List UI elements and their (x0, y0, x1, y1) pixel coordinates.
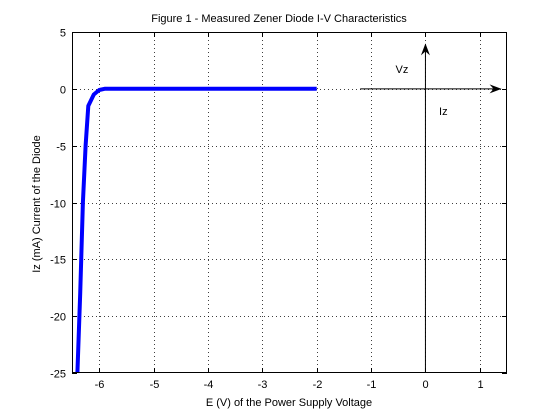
x-tick-label: -6 (95, 379, 105, 391)
plot-background (72, 32, 507, 373)
y-tick-label: -25 (50, 369, 66, 381)
x-tick-label: -5 (150, 379, 160, 391)
x-tick-label: -2 (313, 379, 323, 391)
y-tick-label: 0 (60, 85, 66, 97)
x-tick-label: -4 (204, 379, 214, 391)
chart-title: Figure 1 - Measured Zener Diode I-V Char… (151, 13, 407, 25)
y-tick-label: -20 (50, 312, 66, 324)
x-tick-label: 1 (477, 379, 483, 391)
x-tick-label: -3 (258, 379, 268, 391)
vz-annotation: Vz (396, 64, 409, 76)
y-axis-label: Iz (mA) Current of the Diode (31, 135, 43, 273)
iz-arrow-head (420, 43, 430, 56)
y-tick-label: 5 (60, 28, 66, 40)
y-tick-label: -5 (56, 142, 66, 154)
x-tick-label: -1 (367, 379, 377, 391)
data-line (75, 86, 317, 374)
y-tick-label: -15 (50, 255, 66, 267)
vz-arrow-head (489, 84, 502, 94)
y-tick-label: -10 (50, 199, 66, 211)
iz-annotation: Iz (439, 106, 448, 118)
plot-frame (72, 32, 507, 373)
x-axis-label: E (V) of the Power Supply Voltage (206, 397, 372, 409)
x-tick-label: 0 (422, 379, 428, 391)
